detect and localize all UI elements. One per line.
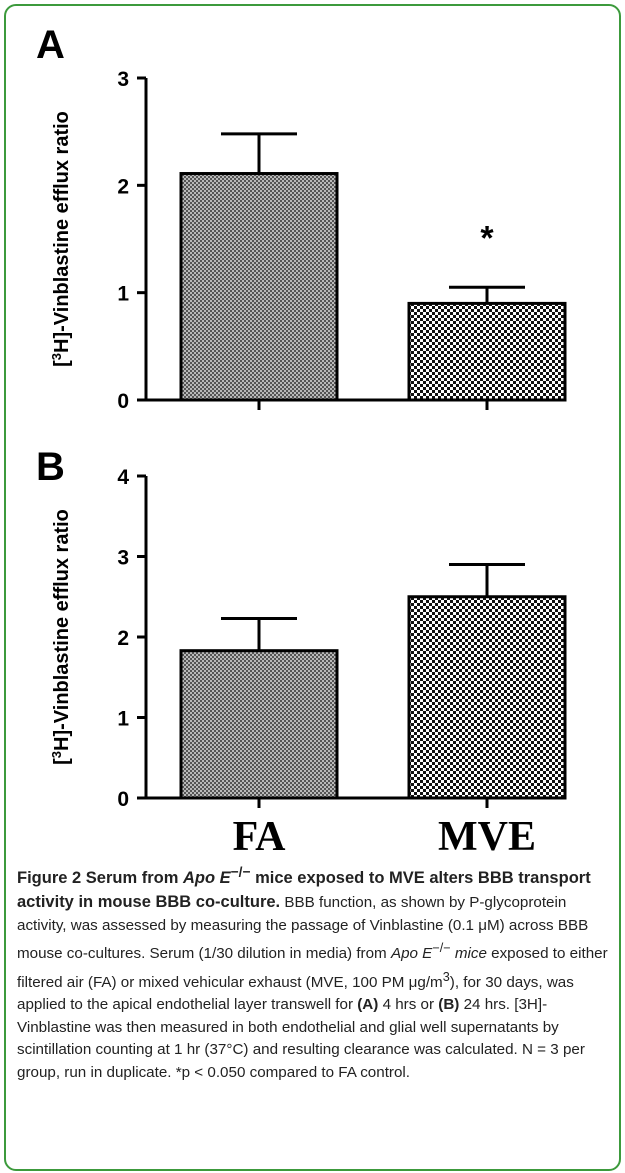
y-tick-label: 1	[117, 708, 129, 731]
bar-fa	[179, 649, 339, 800]
y-tick-label: 0	[117, 788, 129, 811]
panel-b: B [3H]-Vinblastine efflux ratio 0 1 2 3 4	[36, 445, 567, 811]
caption-body: BBB function, as shown by P-glycoprotein…	[17, 894, 608, 1081]
y-tick-label: 3	[117, 547, 129, 570]
x-tick-label-fa: FA	[233, 814, 287, 860]
x-tick-label-mve: MVE	[438, 814, 536, 860]
y-axis-label: [3H]-Vinblastine efflux ratio	[49, 509, 73, 765]
significance-asterisk: *	[480, 219, 494, 257]
panel-label: A	[36, 23, 65, 67]
panel-a: A [3H]-Vinblastine efflux ratio 0 1 2 3 *	[36, 23, 567, 413]
caption-title: Figure 2 Serum from Apo E−/− mice expose…	[17, 864, 591, 911]
y-tick-label: 0	[117, 390, 129, 413]
figure-chart: A [3H]-Vinblastine efflux ratio 0 1 2 3 * B [3H]…	[36, 23, 567, 860]
y-tick-label: 1	[117, 283, 129, 306]
y-tick-label: 3	[117, 68, 129, 91]
y-tick-label: 4	[117, 466, 129, 489]
panel-label: B	[36, 445, 65, 489]
y-tick-label: 2	[117, 175, 129, 198]
y-axis-label: [3H]-Vinblastine efflux ratio	[49, 111, 73, 367]
bar-mve	[407, 595, 567, 800]
bar-fa	[179, 172, 339, 402]
bar-mve	[407, 301, 567, 402]
figure-caption: Figure 2 Serum from Apo E−/− mice expose…	[17, 860, 613, 1084]
y-tick-label: 2	[117, 627, 129, 650]
